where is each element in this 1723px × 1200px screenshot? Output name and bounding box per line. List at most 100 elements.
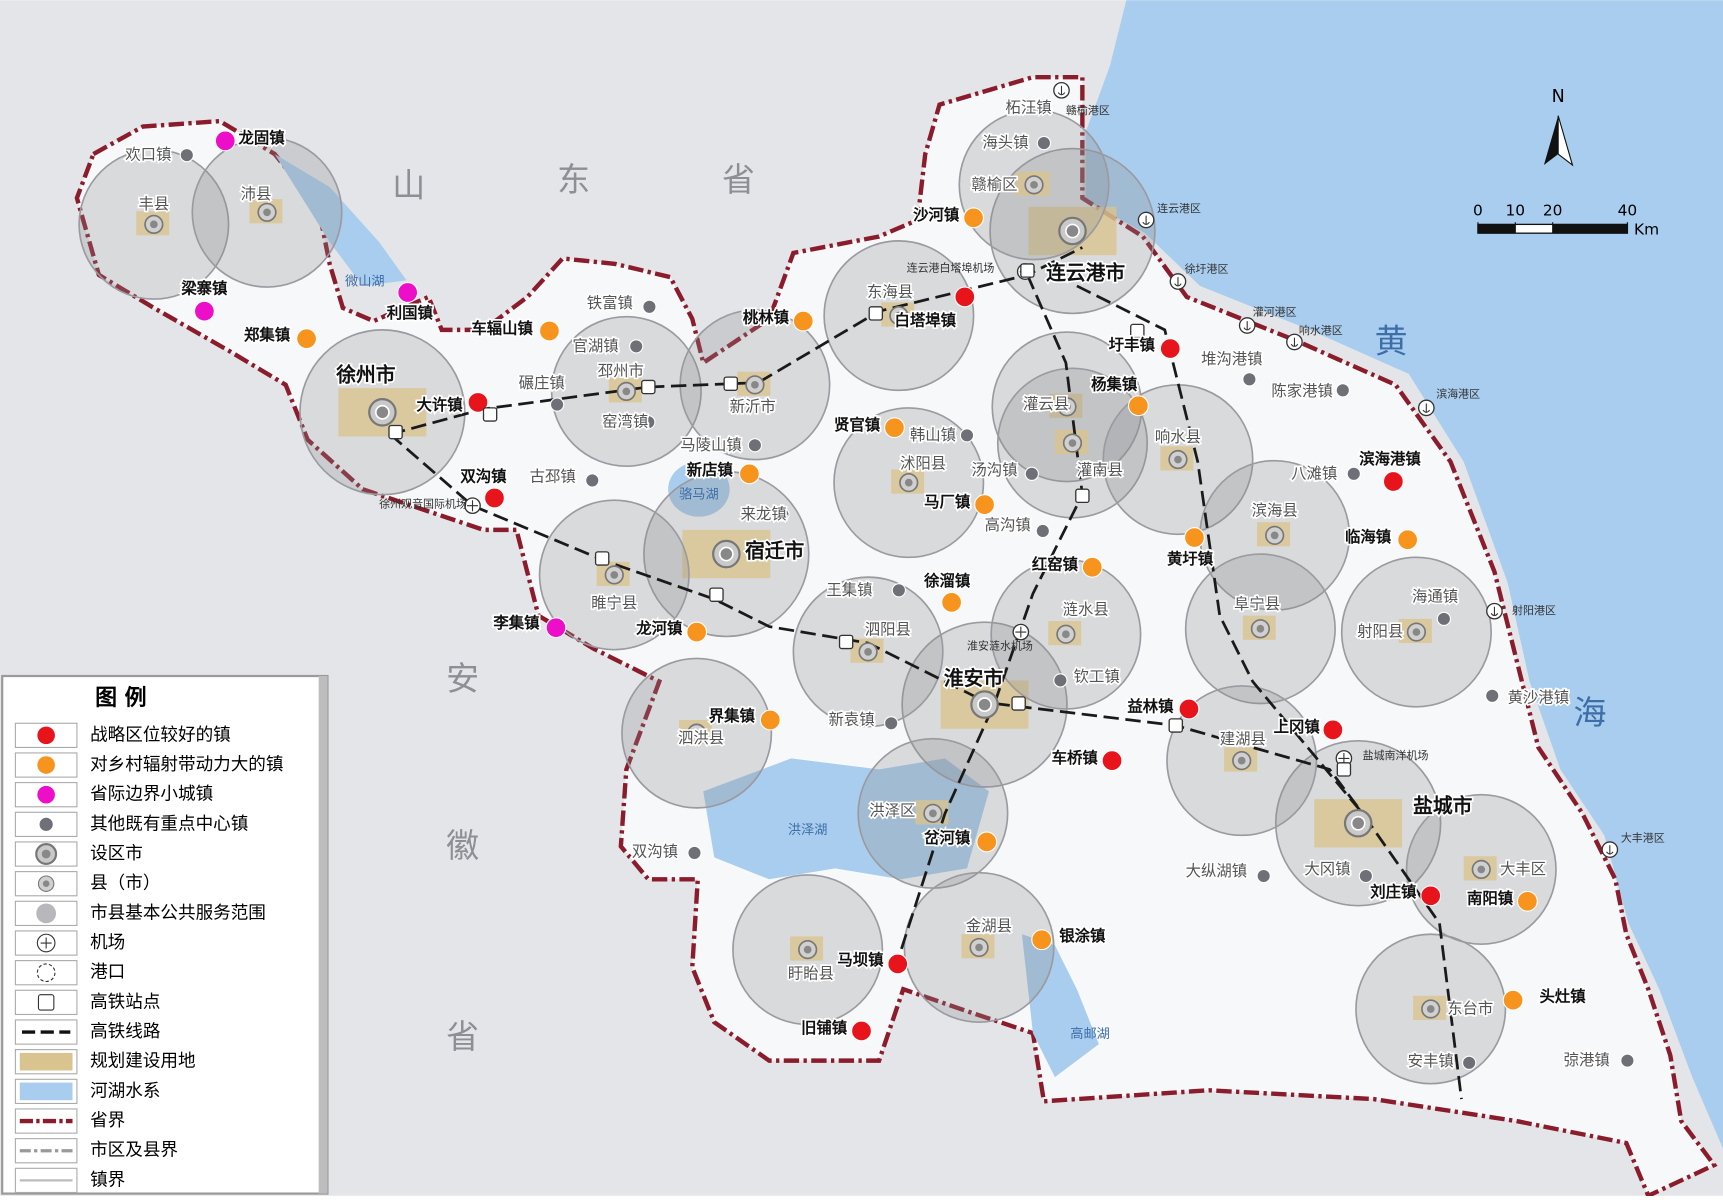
- legend-symbol: [40, 937, 52, 949]
- town-label: 新店镇: [687, 460, 734, 479]
- airport-label: 徐州观音国际机场: [379, 497, 467, 511]
- legend-label: 战略区位较好的镇: [90, 725, 231, 745]
- legend-label: 高铁线路: [90, 1022, 161, 1042]
- county-marker: [929, 809, 937, 818]
- lake-label: 洪泽湖: [788, 822, 828, 838]
- town-label: 梁寨镇: [180, 279, 228, 298]
- town-marker: [1127, 395, 1149, 417]
- town-marker: [1159, 338, 1181, 359]
- town-marker: [954, 286, 976, 308]
- legend-symbol: [39, 817, 53, 831]
- scale-tick-label: 10: [1506, 202, 1526, 220]
- town-marker: [747, 438, 763, 453]
- port-label: 灌河港区: [1253, 305, 1297, 318]
- county-label: 泗洪县: [678, 729, 724, 747]
- county-marker: [610, 571, 619, 579]
- town-label: 界集镇: [709, 706, 756, 725]
- town-label: 陈家港镇: [1271, 382, 1333, 400]
- town-label: 李集镇: [492, 613, 540, 632]
- region-label: 徽: [446, 826, 479, 865]
- scale-bar-segment: [1552, 224, 1628, 234]
- town-marker: [1184, 527, 1205, 549]
- town-marker: [1178, 698, 1200, 720]
- port-label: 徐圩港区: [1185, 261, 1229, 275]
- county-label: 响水县: [1155, 428, 1201, 446]
- legend-label: 高铁站点: [90, 992, 160, 1012]
- county-label: 射阳县: [1357, 623, 1403, 641]
- county-marker: [751, 380, 759, 389]
- county-label: 邳州市: [598, 362, 644, 380]
- town-marker: [1485, 688, 1500, 703]
- town-label: 车桥镇: [1052, 748, 1099, 767]
- town-marker: [1053, 673, 1068, 688]
- city-label: 宿迁市: [745, 539, 805, 562]
- town-marker: [1462, 1055, 1477, 1070]
- county-marker: [1062, 630, 1070, 639]
- lake-label: 高邮湖: [1070, 1025, 1110, 1042]
- town-marker: [686, 621, 708, 643]
- legend-symbol: [37, 726, 55, 745]
- county-label: 沭阳县: [900, 454, 946, 472]
- town-label: 来龙镇: [741, 505, 787, 523]
- port-marker: [1243, 321, 1251, 331]
- county-marker: [692, 729, 701, 738]
- labels: 山东省安徽省黄海微山湖骆马湖洪泽湖高邮湖徐州市宿迁市连云港市淮安市盐城市丰县沛县…: [124, 97, 1665, 1072]
- legend-shadow: [318, 676, 328, 1194]
- town-label: 车辐山镇: [471, 318, 533, 337]
- town-label: 韩山镇: [910, 426, 956, 444]
- city-label: 淮安市: [944, 667, 1004, 690]
- town-label: 碾庄镇: [519, 374, 565, 392]
- town-label: 马坝镇: [837, 950, 884, 969]
- town-marker: [775, 507, 790, 522]
- town-marker: [1516, 890, 1538, 912]
- rail-station: [594, 551, 610, 566]
- port-label: 响水港区: [1299, 324, 1343, 337]
- town-label: 临海镇: [1345, 527, 1392, 546]
- county-marker: [1256, 624, 1265, 633]
- town-label: 官湖镇: [573, 337, 619, 355]
- rail-station: [868, 306, 884, 321]
- town-label: 滨海港镇: [1359, 449, 1421, 468]
- county-marker: [975, 943, 983, 952]
- region-label: 省: [446, 1017, 479, 1056]
- rail-station: [1130, 323, 1145, 339]
- county-label: 灌云县: [1023, 395, 1069, 413]
- county-label: 盱眙县: [788, 964, 834, 982]
- legend-label: 设区市: [90, 844, 143, 864]
- town-label: 大纵湖镇: [1186, 862, 1248, 880]
- town-label: 海通镇: [1412, 587, 1458, 605]
- town-label: 海头镇: [982, 134, 1028, 152]
- town-label: 徐溜镇: [923, 571, 971, 590]
- town-marker: [484, 487, 505, 509]
- region-label: 黄: [1375, 322, 1408, 361]
- county-marker: [1477, 865, 1486, 874]
- town-marker: [538, 320, 560, 342]
- airport-label: 淮安涟水机场: [967, 638, 1033, 652]
- town-label: 欢口镇: [125, 146, 171, 164]
- city-marker: [718, 546, 734, 562]
- rail-station: [641, 379, 656, 395]
- city-marker: [1065, 223, 1080, 239]
- town-marker: [214, 130, 236, 152]
- town-marker: [1322, 719, 1344, 741]
- airport-marker: [467, 500, 479, 512]
- town-label: 马厂镇: [924, 492, 971, 511]
- town-label: 白塔埠镇: [894, 311, 956, 330]
- legend-label: 机场: [90, 933, 125, 953]
- town-marker: [884, 716, 899, 731]
- town-label: 钦工镇: [1074, 668, 1120, 686]
- county-marker: [864, 647, 872, 656]
- town-marker: [792, 310, 814, 332]
- town-marker: [1397, 529, 1419, 551]
- county-marker: [622, 387, 631, 396]
- town-marker: [1382, 471, 1404, 492]
- port-marker: [1490, 606, 1499, 617]
- port-label: 连云港区: [1157, 202, 1201, 215]
- town-label: 岔河镇: [924, 828, 971, 847]
- town-marker: [179, 148, 194, 163]
- town-label: 古邳镇: [530, 468, 576, 486]
- town-label: 双沟镇: [460, 467, 507, 486]
- legend-label: 省际边界小城镇: [90, 785, 213, 805]
- rail-station: [482, 407, 498, 422]
